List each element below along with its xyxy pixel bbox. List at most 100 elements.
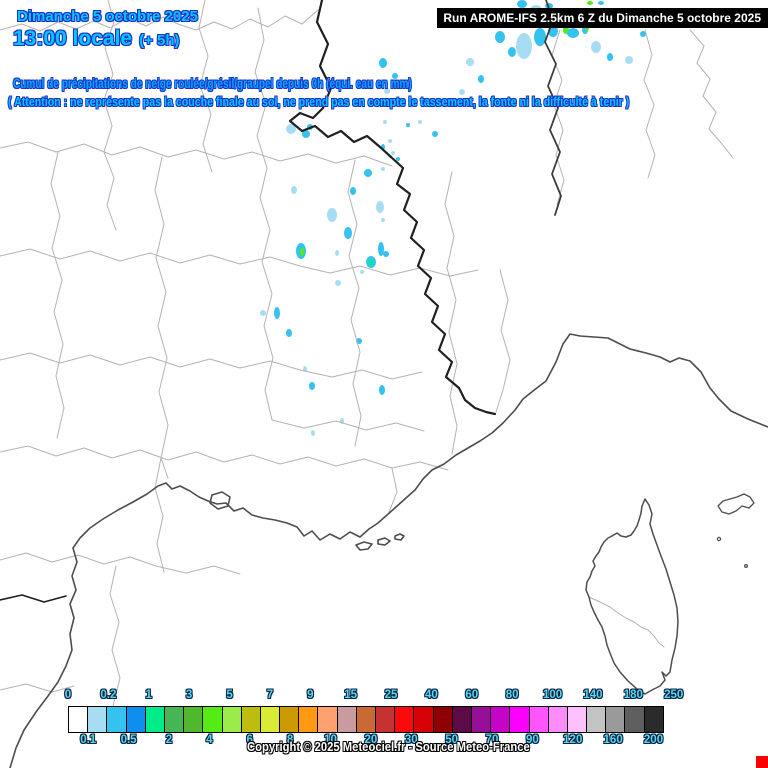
precip-blob — [466, 58, 474, 66]
island-levant — [394, 533, 405, 541]
precip-blob — [376, 201, 384, 213]
legend-cell — [490, 706, 511, 733]
legend-cell — [451, 706, 472, 733]
legend-label: 25 — [384, 689, 398, 701]
precip-blob — [327, 208, 337, 222]
precip-blob — [260, 310, 266, 316]
precip-blob — [508, 47, 516, 57]
legend-cell — [355, 706, 376, 733]
legend-label: 9 — [307, 689, 314, 701]
precip-blob — [311, 430, 315, 436]
legend-cell — [87, 706, 108, 733]
precip-blob — [406, 123, 410, 127]
island-porquerolles — [355, 541, 373, 551]
legend-cell — [509, 706, 530, 733]
legend-label: 160 — [603, 734, 623, 746]
legend-cell — [432, 706, 453, 733]
precip-blob — [418, 120, 422, 124]
corner-red-marker — [756, 756, 768, 768]
color-scale — [68, 706, 664, 733]
legend-label: 50 — [445, 734, 459, 746]
legend-cell — [528, 706, 549, 733]
precip-blob — [378, 242, 384, 256]
forecast-date: Dimanche 5 octobre 2025 — [17, 8, 198, 25]
legend-label: 250 — [664, 689, 684, 701]
legend-label: 6 — [246, 734, 253, 746]
precip-blob — [625, 56, 633, 64]
precip-blob — [286, 124, 296, 134]
forecast-time: 13:00 locale (+ 5h) — [13, 27, 180, 51]
legend-label: 10 — [324, 734, 337, 746]
map-title: Cumul de précipitations de neige roulée/… — [13, 75, 412, 91]
precip-blob — [383, 120, 387, 124]
small-island — [743, 563, 748, 568]
precip-blob — [384, 88, 390, 94]
precip-blob — [396, 157, 400, 161]
etang-de-berre — [209, 491, 231, 510]
precip-blob — [369, 83, 373, 89]
precip-blob — [360, 270, 364, 274]
legend-label: 0.1 — [80, 734, 97, 746]
legend-cell — [375, 706, 396, 733]
precip-blob — [587, 1, 593, 5]
legend-cell — [202, 706, 223, 733]
map-warning: ( Attention : ne représente pas la couch… — [8, 95, 630, 109]
copyright-text: Copyright © 2025 Meteociel.fr - Source M… — [247, 740, 530, 754]
legend-cell — [279, 706, 300, 733]
legend-label: 4 — [206, 734, 213, 746]
precip-blob — [607, 53, 613, 61]
precip-blob — [364, 169, 372, 177]
local-time: 13:00 locale — [13, 27, 133, 50]
legend-cell — [163, 706, 185, 733]
precip-blob — [381, 218, 385, 222]
corsica — [585, 498, 679, 695]
precip-blob — [381, 167, 385, 171]
precip-blob — [516, 33, 532, 59]
precip-blob — [567, 28, 579, 38]
legend-cell — [68, 706, 89, 733]
legend-cell — [144, 706, 165, 733]
precip-blob — [369, 260, 373, 266]
precip-blob — [302, 130, 310, 138]
precip-blob — [391, 151, 395, 155]
precip-blob — [300, 248, 304, 256]
precip-blob — [350, 187, 356, 195]
legend-cell — [394, 706, 415, 733]
legend-cell — [240, 706, 261, 733]
legend-label: 3 — [185, 689, 193, 701]
precip-blob — [309, 382, 315, 390]
island-capraia — [716, 536, 722, 542]
legend-label: 80 — [505, 689, 519, 701]
precip-blob — [432, 131, 438, 137]
precipitation-overlay — [260, 0, 646, 436]
legend-cell — [605, 706, 626, 733]
legend-cell — [125, 706, 146, 733]
legend-label: 100 — [542, 689, 563, 701]
precip-blob — [495, 31, 505, 43]
legend-cell — [624, 706, 645, 733]
legend-label: 60 — [465, 689, 479, 701]
legend-label: 0.2 — [100, 689, 117, 701]
legend-label: 200 — [643, 734, 664, 746]
precip-blob — [344, 227, 352, 239]
coastline — [9, 333, 768, 768]
legend-label: 0 — [64, 689, 72, 701]
precip-blob — [379, 58, 387, 68]
legend-label: 90 — [525, 734, 539, 746]
precip-blob — [335, 280, 341, 286]
legend-cell — [317, 706, 338, 733]
legend-cell — [183, 706, 204, 733]
legend-cell — [259, 706, 281, 733]
precip-blob — [478, 75, 484, 83]
legend-cell — [547, 706, 568, 733]
legend-cell — [298, 706, 319, 733]
legend-cell — [586, 706, 607, 733]
precip-blob — [388, 139, 392, 143]
island-elba — [717, 493, 755, 515]
precip-blob — [591, 41, 601, 53]
precip-blob — [534, 28, 546, 46]
precip-blob — [598, 1, 604, 5]
legend-cell — [566, 706, 588, 733]
